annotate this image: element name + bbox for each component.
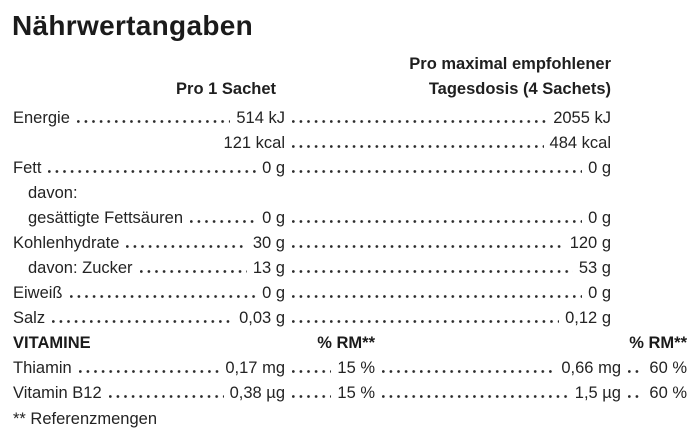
rm-percent-per-daily-dose: 60 % (649, 384, 687, 403)
value-per-daily-dose: 1,5 µg (574, 384, 621, 403)
value-per-daily-dose: 2055 kJ (553, 109, 611, 128)
rm-percent-per-sachet: 15 % (337, 384, 375, 403)
col-header-per-sachet: Pro 1 Sachet (176, 80, 276, 99)
dot-leader (48, 170, 257, 174)
value-per-sachet: 514 kJ (236, 109, 285, 128)
col-header-daily-dose-line1: Pro maximal empfohlener (409, 55, 611, 74)
nutrient-label: davon: Zucker (28, 259, 133, 278)
table-row-fett: Fett 0 g 0 g (13, 156, 687, 181)
dot-leader (69, 295, 257, 299)
value-per-sachet: 0,38 µg (229, 384, 285, 403)
table-row-gesaettigte-fettsaeuren: gesättigte Fettsäuren 0 g 0 g (13, 206, 687, 231)
value-per-sachet: 121 kcal (223, 134, 285, 153)
value-per-daily-dose: 0 g (588, 284, 611, 303)
dot-leader (292, 220, 583, 224)
value-per-sachet: 13 g (252, 259, 285, 278)
dot-leader (126, 245, 247, 249)
value-per-daily-dose: 0,12 g (565, 309, 611, 328)
nutrient-label: Kohlenhydrate (13, 234, 120, 253)
value-per-daily-dose: 484 kcal (549, 134, 611, 153)
table-row-eiweiss: Eiweiß 0 g 0 g (13, 281, 687, 306)
dot-leader (292, 295, 583, 299)
table-row-kohlenhydrate: Kohlenhydrate 30 g 120 g (13, 231, 687, 256)
value-per-sachet: 30 g (252, 234, 285, 253)
col-header-daily-dose-line2: Tagesdosis (4 Sachets) (428, 80, 611, 99)
dot-leader (292, 270, 573, 274)
dot-leader (292, 395, 332, 399)
nutrient-label: davon: (28, 184, 78, 203)
dot-leader (292, 120, 548, 124)
nutrient-label: gesättigte Fettsäuren (28, 209, 184, 228)
value-per-sachet: 0 g (262, 209, 285, 228)
dot-leader (292, 245, 564, 249)
rm-percent-per-sachet: 15 % (337, 359, 375, 378)
table-row-davon: davon: (13, 181, 687, 206)
dot-leader (628, 370, 644, 374)
value-per-sachet: 0,03 g (239, 309, 285, 328)
dot-leader (628, 395, 644, 399)
dot-leader (382, 395, 569, 399)
dot-leader (139, 270, 247, 274)
value-per-daily-dose: 53 g (578, 259, 611, 278)
dot-leader (20, 145, 218, 148)
value-per-sachet: 0 g (262, 284, 285, 303)
dot-leader (108, 395, 224, 399)
value-per-daily-dose: 0 g (588, 209, 611, 228)
dot-leader (190, 220, 257, 224)
dot-leader (292, 145, 544, 149)
rm-header-per-daily-dose: % RM** (629, 334, 687, 353)
rm-percent-per-daily-dose: 60 % (649, 359, 687, 378)
value-per-daily-dose: 120 g (569, 234, 611, 253)
table-row-energie: Energie 514 kJ 2055 kJ (13, 106, 687, 131)
rm-header-per-sachet: % RM** (317, 334, 375, 353)
table-row-salz: Salz 0,03 g 0,12 g (13, 306, 687, 331)
vitamin-label: Thiamin (13, 359, 72, 378)
dot-leader (292, 370, 332, 374)
table-row-zucker: davon: Zucker 13 g 53 g (13, 256, 687, 281)
footnote-referenzmengen: ** Referenzmengen (13, 410, 158, 429)
nutrient-label: Energie (13, 109, 70, 128)
dot-leader (382, 370, 556, 374)
dot-leader (76, 120, 231, 124)
dot-leader (292, 170, 583, 174)
dot-leader (292, 320, 560, 324)
nutrient-label: Salz (13, 309, 46, 328)
dot-leader (78, 370, 220, 374)
page-title: Nährwertangaben (12, 10, 253, 41)
nutrient-label: Eiweiß (13, 284, 63, 303)
table-row-energie-kcal: 121 kcal 484 kcal (13, 131, 687, 156)
value-per-daily-dose: 0 g (588, 159, 611, 178)
table-row-vitamin-b12: Vitamin B12 0,38 µg 15 % 1,5 µg 60 % (13, 381, 687, 406)
vitamins-section-title: VITAMINE (13, 334, 91, 353)
vitamin-label: Vitamin B12 (13, 384, 102, 403)
dot-leader (52, 320, 234, 324)
value-per-sachet: 0,17 mg (225, 359, 285, 378)
value-per-sachet: 0 g (262, 159, 285, 178)
column-headers: Pro 1 Sachet Tagesdosis (4 Sachets) (13, 77, 687, 102)
nutrient-label: Fett (13, 159, 42, 178)
table-row-thiamin: Thiamin 0,17 mg 15 % 0,66 mg 60 % (13, 356, 687, 381)
vitamins-section-header: VITAMINE % RM** % RM** (13, 331, 687, 356)
value-per-daily-dose: 0,66 mg (561, 359, 621, 378)
